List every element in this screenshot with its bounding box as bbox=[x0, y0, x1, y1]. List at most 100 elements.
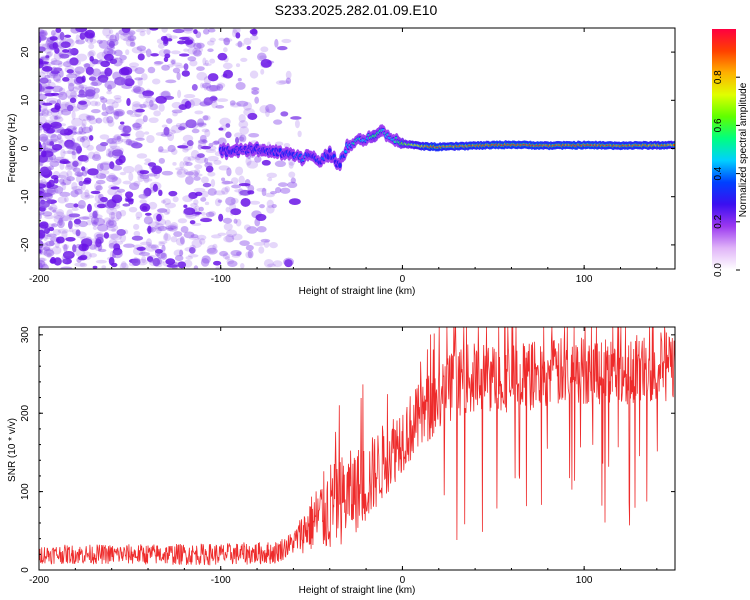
noise-speckle bbox=[71, 186, 83, 191]
noise-speckle bbox=[53, 257, 62, 266]
noise-speckle bbox=[188, 236, 200, 240]
noise-speckle bbox=[267, 263, 276, 268]
noise-speckle bbox=[204, 59, 209, 66]
noise-speckle bbox=[243, 108, 255, 117]
noise-speckle bbox=[96, 203, 107, 209]
spectrogram-x-tick-label: 100 bbox=[576, 274, 593, 285]
noise-speckle bbox=[135, 211, 143, 219]
noise-speckle bbox=[177, 261, 183, 268]
noise-speckle bbox=[81, 139, 91, 149]
noise-speckle bbox=[81, 170, 88, 177]
noise-speckle bbox=[193, 49, 202, 57]
noise-speckle bbox=[200, 257, 210, 267]
noise-speckle bbox=[58, 44, 68, 49]
noise-speckle bbox=[177, 89, 182, 99]
noise-speckle bbox=[94, 193, 102, 203]
noise-speckle bbox=[64, 38, 75, 48]
snr-y-tick-label: 100 bbox=[20, 483, 31, 500]
noise-speckle bbox=[40, 165, 53, 172]
noise-speckle bbox=[167, 132, 175, 142]
noise-speckle bbox=[164, 128, 171, 132]
noise-speckle bbox=[108, 211, 117, 220]
noise-speckle bbox=[42, 138, 54, 145]
noise-speckle bbox=[39, 200, 50, 209]
noise-speckle bbox=[202, 28, 210, 35]
noise-speckle bbox=[119, 262, 129, 269]
noise-speckle bbox=[196, 153, 205, 159]
noise-speckle bbox=[39, 159, 42, 168]
noise-speckle bbox=[207, 28, 216, 33]
noise-speckle bbox=[234, 188, 246, 193]
noise-speckle bbox=[183, 156, 192, 164]
noise-speckle bbox=[170, 221, 179, 231]
spectrogram-y-tick-label: 10 bbox=[20, 94, 31, 106]
noise-speckle bbox=[88, 43, 95, 50]
noise-speckle bbox=[96, 163, 104, 171]
noise-speckle bbox=[74, 66, 85, 74]
noise-speckle bbox=[64, 139, 75, 148]
noise-speckle bbox=[54, 47, 60, 54]
noise-speckle bbox=[171, 101, 183, 109]
snr-plot-area bbox=[39, 327, 675, 570]
noise-speckle bbox=[39, 93, 48, 101]
noise-speckle bbox=[58, 103, 71, 113]
noise-speckle bbox=[86, 115, 95, 121]
noise-speckle bbox=[39, 46, 46, 53]
noise-speckle bbox=[172, 161, 177, 166]
noise-speckle bbox=[226, 259, 235, 265]
noise-speckle bbox=[54, 116, 64, 123]
noise-speckle bbox=[58, 109, 64, 116]
noise-speckle bbox=[101, 111, 109, 117]
noise-speckle bbox=[238, 120, 249, 129]
noise-speckle bbox=[146, 48, 152, 58]
noise-speckle bbox=[165, 225, 178, 230]
noise-speckle bbox=[183, 63, 189, 71]
noise-speckle bbox=[96, 39, 103, 44]
noise-speckle bbox=[223, 222, 233, 231]
noise-speckle bbox=[200, 211, 206, 216]
noise-speckle bbox=[251, 90, 259, 95]
noise-speckle bbox=[106, 49, 117, 55]
noise-speckle bbox=[80, 191, 91, 200]
noise-speckle bbox=[204, 201, 210, 206]
noise-speckle bbox=[120, 138, 132, 143]
noise-speckle bbox=[145, 96, 156, 104]
noise-speckle bbox=[101, 102, 107, 111]
noise-speckle bbox=[116, 135, 122, 142]
noise-speckle bbox=[81, 118, 87, 127]
noise-speckle bbox=[288, 198, 301, 205]
snr-x-label: Height of straight line (km) bbox=[299, 585, 416, 596]
spectrogram-y-tick-label: -10 bbox=[20, 189, 31, 204]
noise-speckle bbox=[225, 206, 231, 213]
noise-speckle bbox=[56, 98, 62, 106]
noise-speckle bbox=[65, 161, 78, 170]
noise-speckle bbox=[82, 215, 93, 220]
noise-speckle bbox=[39, 229, 46, 239]
noise-speckle bbox=[39, 35, 42, 44]
noise-speckle bbox=[125, 38, 136, 47]
noise-speckle bbox=[119, 59, 125, 64]
noise-speckle bbox=[233, 218, 238, 224]
noise-speckle bbox=[173, 231, 183, 237]
noise-speckle bbox=[163, 56, 169, 62]
noise-speckle bbox=[78, 113, 91, 122]
noise-speckle bbox=[273, 119, 283, 125]
noise-speckle bbox=[98, 39, 109, 49]
noise-speckle bbox=[162, 233, 171, 242]
noise-speckle bbox=[207, 155, 219, 162]
noise-speckle bbox=[39, 261, 47, 268]
noise-speckle bbox=[51, 223, 58, 228]
noise-speckle bbox=[125, 75, 133, 84]
noise-speckle bbox=[43, 249, 55, 257]
noise-speckle bbox=[177, 261, 187, 269]
noise-speckle bbox=[41, 123, 53, 129]
noise-speckle bbox=[62, 61, 72, 68]
noise-speckle bbox=[182, 28, 194, 34]
noise-speckle bbox=[48, 142, 54, 147]
noise-speckle bbox=[39, 83, 48, 90]
noise-speckle bbox=[133, 180, 141, 187]
spectrogram-y-ticks: -20 -10 0 10 20 bbox=[20, 27, 675, 270]
noise-speckle bbox=[44, 214, 55, 220]
noise-speckle bbox=[44, 74, 51, 79]
